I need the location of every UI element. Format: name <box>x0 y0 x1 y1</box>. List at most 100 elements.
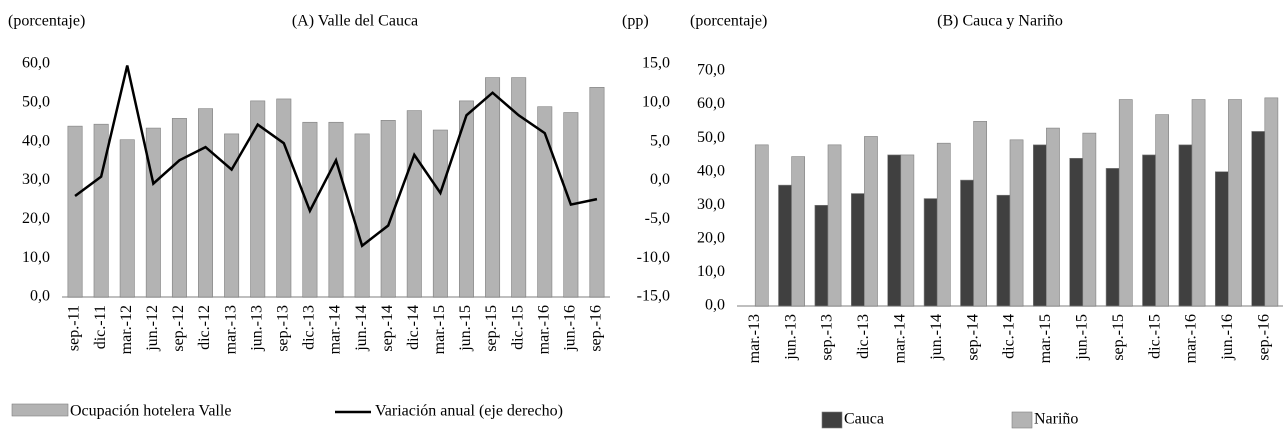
x-tick-label: sep.-15 <box>1110 314 1127 361</box>
x-tick-label: mar.-15 <box>431 305 448 354</box>
y-tick-label: 60,0 <box>697 95 725 112</box>
line <box>74 65 598 248</box>
x-tick-label: dic.-15 <box>1146 314 1163 359</box>
x-tick-label: sep.-11 <box>66 305 83 351</box>
bar <box>1251 131 1266 307</box>
bar <box>778 184 792 307</box>
legend-label: Ocupación hotelera Valle <box>70 403 231 420</box>
y-tick-label: 10,0 <box>697 263 725 280</box>
bar <box>887 154 902 307</box>
y2-tick-label: 0,0 <box>650 171 670 188</box>
bar <box>171 118 187 298</box>
x-tick-label: mar.-14 <box>327 305 344 354</box>
y2-tick-label: -10,0 <box>637 249 670 266</box>
x-tick-label: mar.-14 <box>891 314 908 363</box>
y-tick-label: 40,0 <box>22 132 50 149</box>
y2-tick-label: 15,0 <box>642 55 670 72</box>
bar <box>119 139 135 298</box>
bar <box>224 133 240 298</box>
bar <box>923 198 938 307</box>
y-tick-label: 40,0 <box>697 162 725 179</box>
bar <box>485 77 501 298</box>
x-tick-label: mar.-15 <box>1037 314 1054 363</box>
x-tick-label: sep.-16 <box>1255 314 1272 361</box>
bar <box>511 77 527 298</box>
x-tick-label: dic.-14 <box>405 305 422 350</box>
y2-tick-label: 10,0 <box>642 94 670 111</box>
bar <box>960 179 974 307</box>
bar <box>791 156 806 307</box>
x-tick-label: jun.-12 <box>144 305 161 352</box>
y2-tick-label: -15,0 <box>637 288 670 305</box>
bar <box>1155 114 1170 307</box>
y-tick-label: 60,0 <box>22 55 50 72</box>
bar <box>432 129 448 298</box>
x-tick-label: sep.-12 <box>170 305 187 352</box>
bar <box>1142 154 1156 307</box>
x-tick-label: dic.-13 <box>301 305 318 350</box>
bar <box>250 100 266 298</box>
y-axis-label: (porcentaje) <box>690 13 767 30</box>
bar <box>67 125 83 298</box>
y-tick-label: 10,0 <box>22 249 50 266</box>
x-tick-label: mar.-13 <box>746 314 763 363</box>
bar <box>850 193 865 307</box>
bar <box>1082 132 1097 307</box>
bar <box>354 133 370 298</box>
bar <box>1069 157 1084 307</box>
bar <box>936 142 951 307</box>
x-tick-label: jun.-13 <box>782 314 799 361</box>
y2-tick-label: 5,0 <box>650 132 670 149</box>
x-tick-label: jun.-16 <box>1219 314 1236 361</box>
x-tick-label: jun.-15 <box>1073 314 1090 361</box>
x-tick-label: jun.-15 <box>457 305 474 352</box>
legend-label: Variación anual (eje derecho) <box>375 403 563 420</box>
x-tick-label: dic.-12 <box>196 305 213 350</box>
x-tick-label: dic.-15 <box>509 305 526 350</box>
x-tick-label: sep.-14 <box>964 314 981 361</box>
bar <box>1032 144 1047 307</box>
x-tick-label: sep.-15 <box>483 305 500 352</box>
bar <box>827 144 842 307</box>
y-tick-label: 70,0 <box>697 62 725 79</box>
x-tick-label: dic.-14 <box>1001 314 1018 359</box>
x-tick-label: mar.-16 <box>535 305 552 354</box>
y2-axis-label: (pp) <box>622 13 649 30</box>
bar <box>1191 99 1206 307</box>
bar <box>754 144 769 307</box>
y-tick-label: 20,0 <box>697 230 725 247</box>
bar <box>406 110 422 298</box>
bar <box>1046 127 1060 307</box>
bar <box>1214 171 1229 307</box>
bar <box>198 108 214 298</box>
x-tick-label: sep.-13 <box>819 314 836 361</box>
bar <box>973 121 988 307</box>
x-tick-label: sep.-14 <box>379 305 396 352</box>
bar <box>276 98 292 298</box>
x-tick-label: jun.-16 <box>562 305 579 352</box>
x-tick-label: sep.-16 <box>588 305 605 352</box>
chart-title: (A) Valle del Cauca <box>292 13 418 30</box>
y-tick-label: 30,0 <box>22 171 50 188</box>
bar <box>900 154 915 307</box>
y-tick-label: 0,0 <box>705 297 725 314</box>
bar <box>864 136 878 307</box>
bar <box>145 127 161 298</box>
legend-swatch <box>11 403 69 417</box>
bar <box>328 121 344 298</box>
legend-swatch <box>1011 411 1033 429</box>
legend-swatch <box>821 411 843 429</box>
bar <box>1118 99 1133 307</box>
bar <box>1264 97 1279 307</box>
y-tick-label: 0,0 <box>30 288 50 305</box>
y-axis-label: (porcentaje) <box>8 13 85 30</box>
x-tick-label: dic.-11 <box>92 305 109 349</box>
bar <box>814 204 829 307</box>
bar <box>93 123 109 298</box>
x-tick-label: mar.-13 <box>222 305 239 354</box>
x-tick-label: dic.-13 <box>855 314 872 359</box>
bar <box>458 100 474 298</box>
bar <box>1009 139 1024 307</box>
bar <box>1228 99 1242 307</box>
